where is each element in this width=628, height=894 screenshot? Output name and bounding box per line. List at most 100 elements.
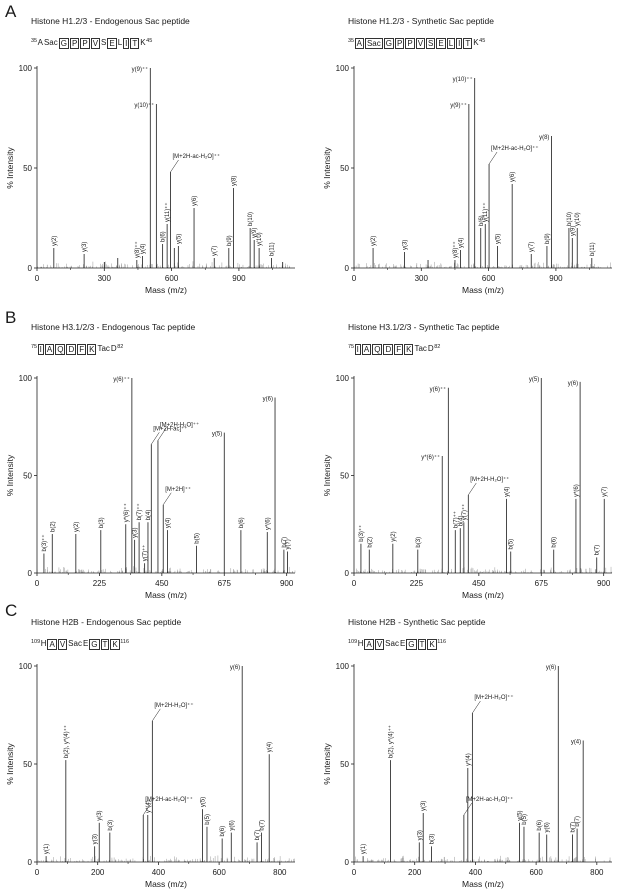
peak-label: y(2)	[52, 236, 58, 246]
label-leader-line	[152, 708, 161, 722]
x-axis-label: Mass (m/z)	[145, 879, 187, 889]
peak-label: b(6)	[479, 215, 485, 226]
label-leader-line	[472, 700, 481, 714]
peak-label: b(6)	[161, 231, 167, 242]
sequence-residue: A	[361, 344, 372, 355]
y-axis-label: % Intensity	[5, 146, 15, 188]
x-tick-label: 0	[35, 579, 40, 588]
sequence-residue: L	[117, 38, 123, 47]
peak-label: b(9)	[545, 233, 551, 244]
noise-peaks	[356, 566, 613, 573]
peak-label: y(6)	[230, 665, 240, 671]
sequence-residue: V	[57, 639, 68, 650]
sequence-residue: P	[80, 38, 90, 49]
x-tick-label: 0	[35, 274, 40, 283]
x-tick-label: 900	[597, 579, 611, 588]
sequence-residue: G	[383, 38, 394, 49]
peak-label: b(6)	[239, 517, 245, 528]
peak-label: b(6)	[220, 826, 226, 837]
sequence-residue: A	[354, 38, 364, 49]
sequence-residue: T	[417, 639, 427, 650]
peak-label: b(11)	[269, 242, 275, 256]
peak-label: y(7)	[286, 539, 292, 549]
sequence-residue: I	[37, 344, 44, 355]
peak-label: y(3)	[421, 801, 427, 811]
sequence-residue: Q	[55, 344, 66, 355]
peak-label: b(2), y*(4)⁺⁺	[387, 725, 394, 758]
label-leader-line	[151, 432, 160, 445]
peak-label: y(8)⁺⁺	[134, 241, 141, 258]
panel-letter-c: C	[5, 601, 18, 620]
sequence-residue: Sac	[68, 639, 82, 648]
peak-label: y(10)⁺⁺	[453, 76, 473, 83]
x-tick-label: 600	[212, 868, 226, 877]
sequence-start-number: 35	[31, 38, 38, 44]
peak-label: y(11)⁺⁺	[482, 202, 489, 222]
sequence-residue: G	[89, 639, 100, 650]
sequence-residue: Sac	[364, 38, 383, 49]
sequence-end-number: 116	[437, 639, 447, 645]
sequence-residue: A	[47, 639, 57, 650]
sequence-residue: E	[82, 639, 89, 648]
peak-label: y(4)	[267, 742, 273, 752]
y-tick-label: 0	[28, 264, 33, 273]
sequence-residue: Sac	[385, 639, 399, 648]
y-axis-label: % Intensity	[322, 742, 332, 784]
peak-label: y(7)	[212, 246, 218, 256]
peak-label: y(7)⁺⁺	[142, 545, 149, 562]
peak-label: y(7)⁺⁺	[461, 504, 468, 521]
peak-label: y(7)	[529, 242, 535, 252]
peak-label: y(4)	[140, 244, 146, 254]
peak-label: y(3)	[97, 810, 103, 820]
sequence-residue: T	[463, 38, 473, 49]
x-tick-label: 800	[590, 868, 604, 877]
sequence-residue: V	[90, 38, 101, 49]
peak-label: b(3)⁺⁺	[41, 534, 48, 551]
peak-label: y(6)	[545, 822, 551, 832]
peak-label: b(7)	[571, 822, 577, 833]
peak-label: y(6)	[229, 820, 235, 830]
peak-label: b(7)⁺⁺	[452, 511, 459, 528]
sequence-residue: D	[427, 344, 434, 353]
y-tick-label: 50	[340, 472, 349, 481]
sequence-residue: P	[70, 38, 80, 49]
y-axis-label: % Intensity	[5, 742, 15, 784]
peak-label: b(3)	[416, 537, 422, 548]
chart-title: Histone H2B - Synthetic Sac peptide	[348, 617, 486, 627]
y-tick-label: 0	[28, 858, 33, 867]
spectrum-chart: 0 50 100 0 200 400 600 800 Mass (m/z) % Intensity…	[5, 662, 295, 889]
peak-label: [M+2H]⁺⁺	[165, 486, 191, 493]
y-axis-label: % Intensity	[322, 454, 332, 496]
sequence-residue: T	[130, 38, 140, 49]
peak-label: b(10)	[567, 212, 573, 226]
x-axis-label: Mass (m/z)	[462, 590, 504, 600]
x-tick-label: 600	[165, 274, 179, 283]
x-axis-label: Mass (m/z)	[145, 285, 187, 295]
spectrum-chart: 0 50 100 0 225 450 675 900 Mass (m/z) % Intensity…	[5, 374, 296, 600]
x-tick-label: 200	[408, 868, 422, 877]
sequence-end-number: 45	[479, 38, 486, 44]
x-axis-label: Mass (m/z)	[462, 879, 504, 889]
peak-label: y(4)	[165, 518, 171, 528]
sequence-end-number: 116	[120, 639, 130, 645]
peak-label: b(7)	[575, 816, 581, 827]
peak-label: b(4)	[146, 510, 152, 521]
peak-label: b(4)	[458, 515, 464, 526]
noise-peaks	[37, 855, 295, 862]
peptide-sequence: 109 H A V Sac E G T K 116	[31, 639, 129, 650]
peak-label: y*(6)⁺⁺	[421, 454, 440, 461]
sequence-residue: E	[399, 639, 406, 648]
chart-title: Histone H1.2/3 - Endogenous Sac peptide	[31, 16, 190, 26]
y-tick-label: 0	[345, 264, 350, 273]
peak-label: y(6)	[510, 172, 516, 182]
x-axis-label: Mass (m/z)	[145, 590, 187, 600]
peak-label: y(5)	[496, 234, 502, 244]
peak-label: y(3)	[133, 528, 139, 538]
sequence-residue: E	[436, 38, 446, 49]
peak-label: y*(4)	[466, 753, 472, 766]
y-axis-label: % Intensity	[322, 146, 332, 188]
peak-label: [M+2H-ac-H₂O]⁺⁺	[466, 796, 514, 803]
y-tick-label: 100	[336, 662, 350, 671]
peak-label: y*(4)	[146, 800, 152, 813]
peak-label: y(5)	[212, 432, 222, 438]
